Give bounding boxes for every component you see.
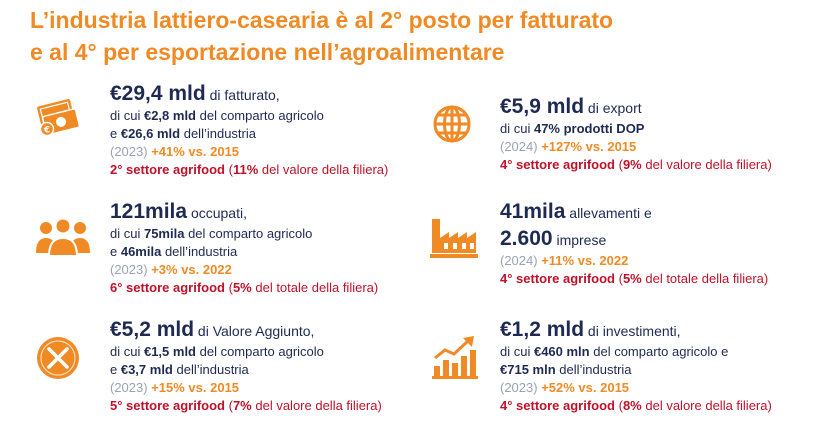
money-icon: € xyxy=(37,99,81,137)
fatturato-value: €29,4 mld xyxy=(110,82,206,105)
valore-aggiunto-block: €5,2 mld di Valore Aggiunto, di cui €1,5… xyxy=(110,318,382,413)
trend-label: +41% vs. 2015 xyxy=(151,144,240,159)
imprese-value: 2.600 xyxy=(500,227,553,250)
rank-label: 4° settore agrifood (5% del totale della… xyxy=(500,271,769,286)
svg-text:€: € xyxy=(43,126,50,136)
globe-icon xyxy=(433,105,471,143)
trend-label: +11% vs. 2022 xyxy=(541,253,629,268)
trend-label: +3% vs. 2022 xyxy=(151,262,232,277)
trend-label: +15% vs. 2015 xyxy=(151,380,240,395)
export-block: €5,9 mld di export di cui 47% prodotti D… xyxy=(500,95,772,172)
investimenti-value: €1,2 mld xyxy=(500,318,585,341)
rank-label: 6° settore agrifood (5% del totale della… xyxy=(110,280,379,295)
allevamenti-block: 41mila allevamenti e 2.600 imprese (2024… xyxy=(500,200,769,286)
export-value: €5,9 mld xyxy=(500,95,585,118)
growth-chart-icon xyxy=(432,336,478,379)
title-line-1: L’industria lattiero-casearia è al 2° po… xyxy=(30,7,614,33)
rank-label: 4° settore agrifood (8% del valore della… xyxy=(500,398,772,413)
people-icon xyxy=(36,217,90,257)
title-line-2: e al 4° per esportazione nell’agroalimen… xyxy=(30,39,505,65)
allevamenti-value: 41mila xyxy=(500,200,566,223)
occupati-value: 121mila xyxy=(110,200,188,223)
trend-label: +127% vs. 2015 xyxy=(541,139,637,154)
fatturato-block: €29,4 mld di fatturato, di cui €2,8 mld … xyxy=(110,82,389,177)
trend-label: +52% vs. 2015 xyxy=(541,380,630,395)
rank-label: 5° settore agrifood (7% del valore della… xyxy=(110,398,382,413)
rank-label: 4° settore agrifood (9% del valore della… xyxy=(500,157,772,172)
page-title: L’industria lattiero-casearia è al 2° po… xyxy=(30,4,820,68)
rank-label: 2° settore agrifood (11% del valore dell… xyxy=(110,162,389,177)
factory-icon xyxy=(430,219,478,258)
occupati-block: 121mila occupati, di cui 75mila del comp… xyxy=(110,200,379,295)
no-entry-icon xyxy=(37,337,79,379)
valore-aggiunto-value: €5,2 mld xyxy=(110,318,195,341)
investimenti-block: €1,2 mld di investimenti, di cui €460 ml… xyxy=(500,318,772,413)
